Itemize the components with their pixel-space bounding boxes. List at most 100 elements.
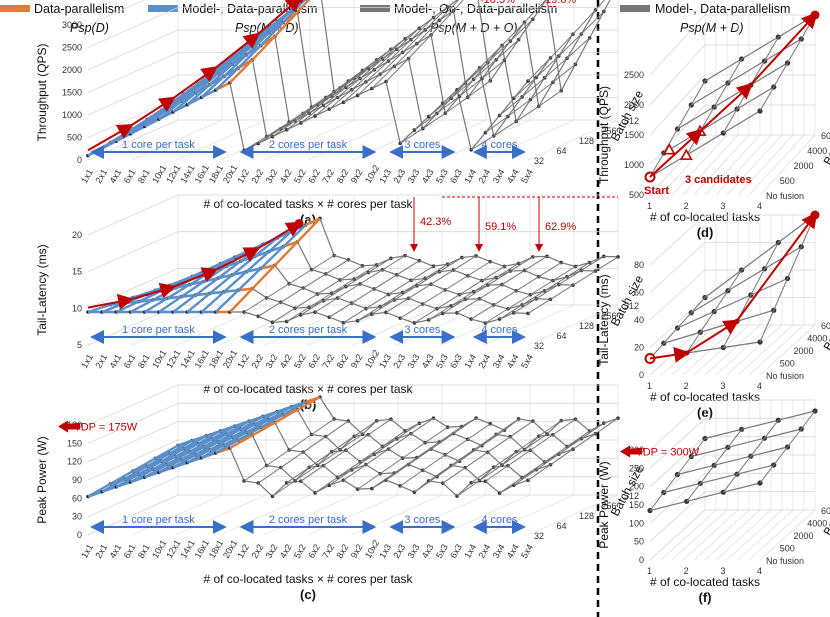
surface-edge-a: [296, 12, 313, 108]
surface-edge-c: [561, 418, 576, 422]
surface-edge-b: [337, 297, 352, 304]
surface-edge-c: [272, 482, 288, 497]
ytick-e: 20: [634, 343, 644, 353]
surface-edge-b: [368, 269, 383, 274]
surface-depth-b: [536, 284, 560, 300]
legend-swatch-model-op-data: [360, 5, 390, 12]
legend-formula-right: Psp(M + D): [680, 21, 744, 35]
surface-edge-d: [704, 58, 742, 82]
surface-depth-c: [329, 469, 353, 486]
surface-edge-c: [294, 466, 310, 482]
surface-depth-b: [325, 259, 349, 275]
ytick-d: 1500: [624, 130, 644, 140]
surface-edge-a: [402, 43, 418, 53]
xtick-f: 3: [720, 566, 725, 576]
surface-depth-b: [453, 255, 477, 271]
surface-edge-b: [209, 290, 225, 295]
floor-grid-d: [704, 134, 761, 196]
surface-depth-a: [268, 9, 293, 34]
surface-depth-a: [444, 96, 469, 114]
surface-edge-e: [713, 294, 752, 313]
surface-depth-b: [396, 260, 420, 276]
surface-depth-a: [595, 0, 606, 11]
surface-edge-a: [300, 115, 316, 124]
surface-depth-a: [399, 128, 424, 144]
surface-edge-c: [433, 417, 448, 428]
surface-depth-b: [430, 269, 454, 285]
batch-tick-d: No fusion: [766, 191, 804, 201]
search-path-e: [685, 319, 740, 354]
panel-label-c: (c): [300, 587, 316, 602]
surface-depth-a: [414, 113, 438, 131]
surface-depth-c: [229, 434, 254, 450]
search-path-d: [749, 12, 818, 87]
surface-edge-c: [422, 469, 438, 478]
span-label-a: 1 core per task: [122, 139, 195, 151]
surface-edge-f: [736, 464, 774, 475]
surface-depth-a: [394, 43, 418, 67]
surface-edge-b: [516, 290, 531, 296]
surface-edge-b: [575, 261, 590, 268]
legend-formula-data: Psp(D): [70, 21, 109, 35]
surface-edge-b: [561, 261, 576, 268]
surface-edge-a: [535, 57, 551, 78]
optimum-point-b: [294, 219, 304, 229]
surface-depth-c: [189, 437, 213, 453]
surface-edge-b: [223, 288, 239, 294]
surface-depth-a: [552, 63, 576, 83]
surface-edge-e: [686, 346, 724, 354]
ytick-f: 250: [629, 463, 644, 473]
ytick-d: 1000: [624, 160, 644, 170]
search-path-d: [649, 128, 704, 178]
surface-edge-a: [495, 40, 511, 61]
surface-depth-a: [442, 82, 466, 104]
batch-tick-a: 32: [534, 156, 544, 166]
surface-depth-a: [339, 70, 363, 89]
surface-depth-a: [144, 108, 168, 128]
surface-depth-b: [374, 274, 398, 290]
surface-depth-c: [223, 431, 248, 447]
surface-depth-b: [424, 263, 448, 279]
batch-tick-a: 256: [602, 126, 617, 136]
span-label-a: 3 cores: [404, 139, 441, 151]
floor-grid-d: [715, 134, 772, 196]
surface-edge-c: [257, 482, 273, 497]
surface-depth-b: [465, 284, 489, 300]
surface-edge-a: [501, 45, 517, 122]
ytick-f: 50: [634, 537, 644, 547]
surface-edge-c: [453, 433, 468, 440]
start-label: Start: [644, 185, 669, 197]
surface-depth-a: [453, 0, 464, 12]
surface-edge-f: [649, 500, 687, 512]
xtick-e: 2: [684, 381, 689, 391]
surface-edge-b: [439, 269, 454, 273]
span-label-b: 2 cores per task: [269, 324, 348, 336]
surface-edge-b: [252, 288, 267, 299]
xtick-c: 9x2: [349, 542, 365, 560]
surface-edge-b: [552, 276, 568, 282]
batch-tick-b: 512: [624, 301, 639, 311]
surface-edge-a: [523, 22, 540, 107]
xtick-b: 4x2: [278, 352, 294, 370]
surface-depth-c: [288, 434, 312, 451]
ytick-d: 2000: [624, 100, 644, 110]
xtick-c: 8x1: [136, 542, 152, 560]
surface-depth-b: [538, 262, 562, 278]
surface-depth-b: [550, 284, 574, 300]
xtick-a: 2x3: [391, 167, 407, 185]
annotation-a: -10.5%: [480, 0, 515, 6]
floor-grid-d: [737, 134, 794, 196]
batch-tick-c: 512: [624, 491, 639, 501]
batch-tick-d: 4000: [807, 146, 827, 156]
surface-edge-b: [461, 255, 477, 259]
surface-depth-a: [251, 35, 276, 61]
xtick-a: 3x4: [491, 167, 507, 185]
surface-edge-b: [532, 255, 548, 258]
surface-edge-a: [229, 82, 245, 151]
span-label-b: 1 core per task: [122, 324, 195, 336]
floor-grid-f: [759, 509, 816, 561]
annotation-b: 62.9%: [545, 221, 576, 233]
surface-depth-c: [339, 433, 363, 451]
surface-edge-b: [479, 298, 494, 306]
